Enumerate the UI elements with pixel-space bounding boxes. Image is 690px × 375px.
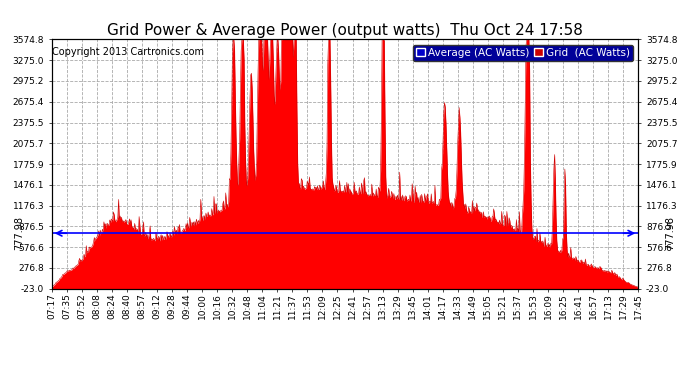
Title: Grid Power & Average Power (output watts)  Thu Oct 24 17:58: Grid Power & Average Power (output watts… bbox=[107, 23, 583, 38]
Text: 777.98: 777.98 bbox=[666, 216, 676, 250]
Text: 777.98: 777.98 bbox=[14, 216, 24, 250]
Legend: Average (AC Watts), Grid  (AC Watts): Average (AC Watts), Grid (AC Watts) bbox=[413, 45, 633, 61]
Text: Copyright 2013 Cartronics.com: Copyright 2013 Cartronics.com bbox=[52, 47, 204, 57]
